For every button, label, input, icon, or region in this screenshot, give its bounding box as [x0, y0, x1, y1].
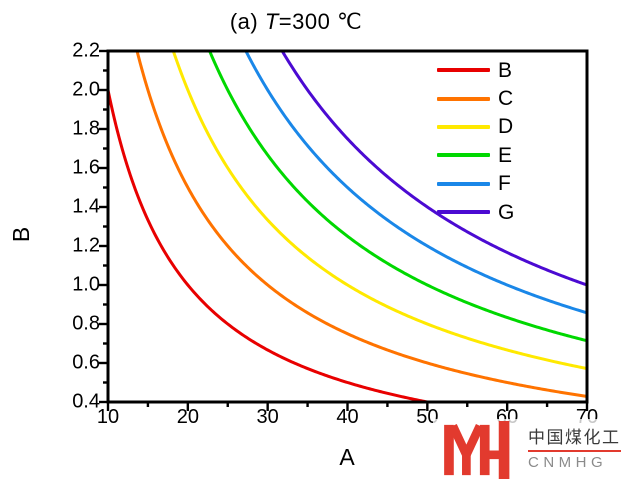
legend-entry: B [437, 56, 514, 84]
legend-entry-label: C [498, 87, 514, 111]
x-tick-label: 40 [336, 406, 359, 428]
legend-entry-label: B [498, 58, 513, 82]
y-tick-label: 1.0 [72, 273, 100, 296]
legend-entry: C [437, 84, 514, 112]
y-axis-label: B [8, 226, 35, 243]
y-tick-label: 1.2 [72, 234, 100, 257]
brand-text-block: 中国煤化工 CNMHG [528, 428, 621, 471]
legend-line-swatch [437, 124, 490, 129]
legend-entry-label: D [498, 115, 514, 139]
legend-entry: F [437, 170, 514, 198]
y-tick-label: 0.4 [72, 390, 100, 413]
brand-watermark: 中国煤化工 CNMHG [433, 419, 635, 481]
x-tick-label: 10 [96, 406, 120, 428]
brand-name-cn: 中国煤化工 [528, 428, 621, 448]
y-tick-label: 1.6 [72, 156, 100, 179]
chart-title-variable: T [264, 9, 279, 34]
x-axis-label: A [339, 444, 355, 470]
y-tick-label: 1.8 [72, 117, 100, 140]
legend-line-swatch [437, 68, 490, 73]
legend-line-swatch [437, 96, 490, 101]
y-tick-label: 0.6 [72, 351, 100, 374]
x-tick-label: 20 [176, 406, 199, 428]
legend-line-swatch [437, 210, 490, 215]
chart-title-prefix: (a) [229, 9, 265, 34]
legend-entry: E [437, 141, 514, 169]
chart-title: (a) T=300 ℃ [0, 9, 592, 35]
y-tick-label: 0.8 [72, 312, 100, 335]
x-tick-label: 30 [256, 406, 279, 428]
legend-entry-label: E [498, 143, 513, 167]
legend-entry: G [437, 198, 514, 226]
brand-logo-icon [444, 421, 510, 479]
legend-line-swatch [437, 181, 490, 186]
legend-entry: D [437, 113, 514, 141]
legend-entry-label: G [498, 200, 515, 224]
x-tick-label: 50 [416, 406, 439, 428]
y-tick-label: 2.2 [72, 39, 100, 62]
brand-name-en: CNMHG [528, 453, 608, 471]
legend: B C D E F G [437, 56, 514, 226]
legend-entry-label: F [498, 172, 511, 196]
legend-line-swatch [437, 153, 490, 158]
brand-divider [528, 449, 621, 452]
y-tick-label: 1.4 [72, 195, 100, 218]
chart-title-suffix: =300 ℃ [278, 9, 363, 34]
y-tick-label: 2.0 [72, 78, 100, 101]
